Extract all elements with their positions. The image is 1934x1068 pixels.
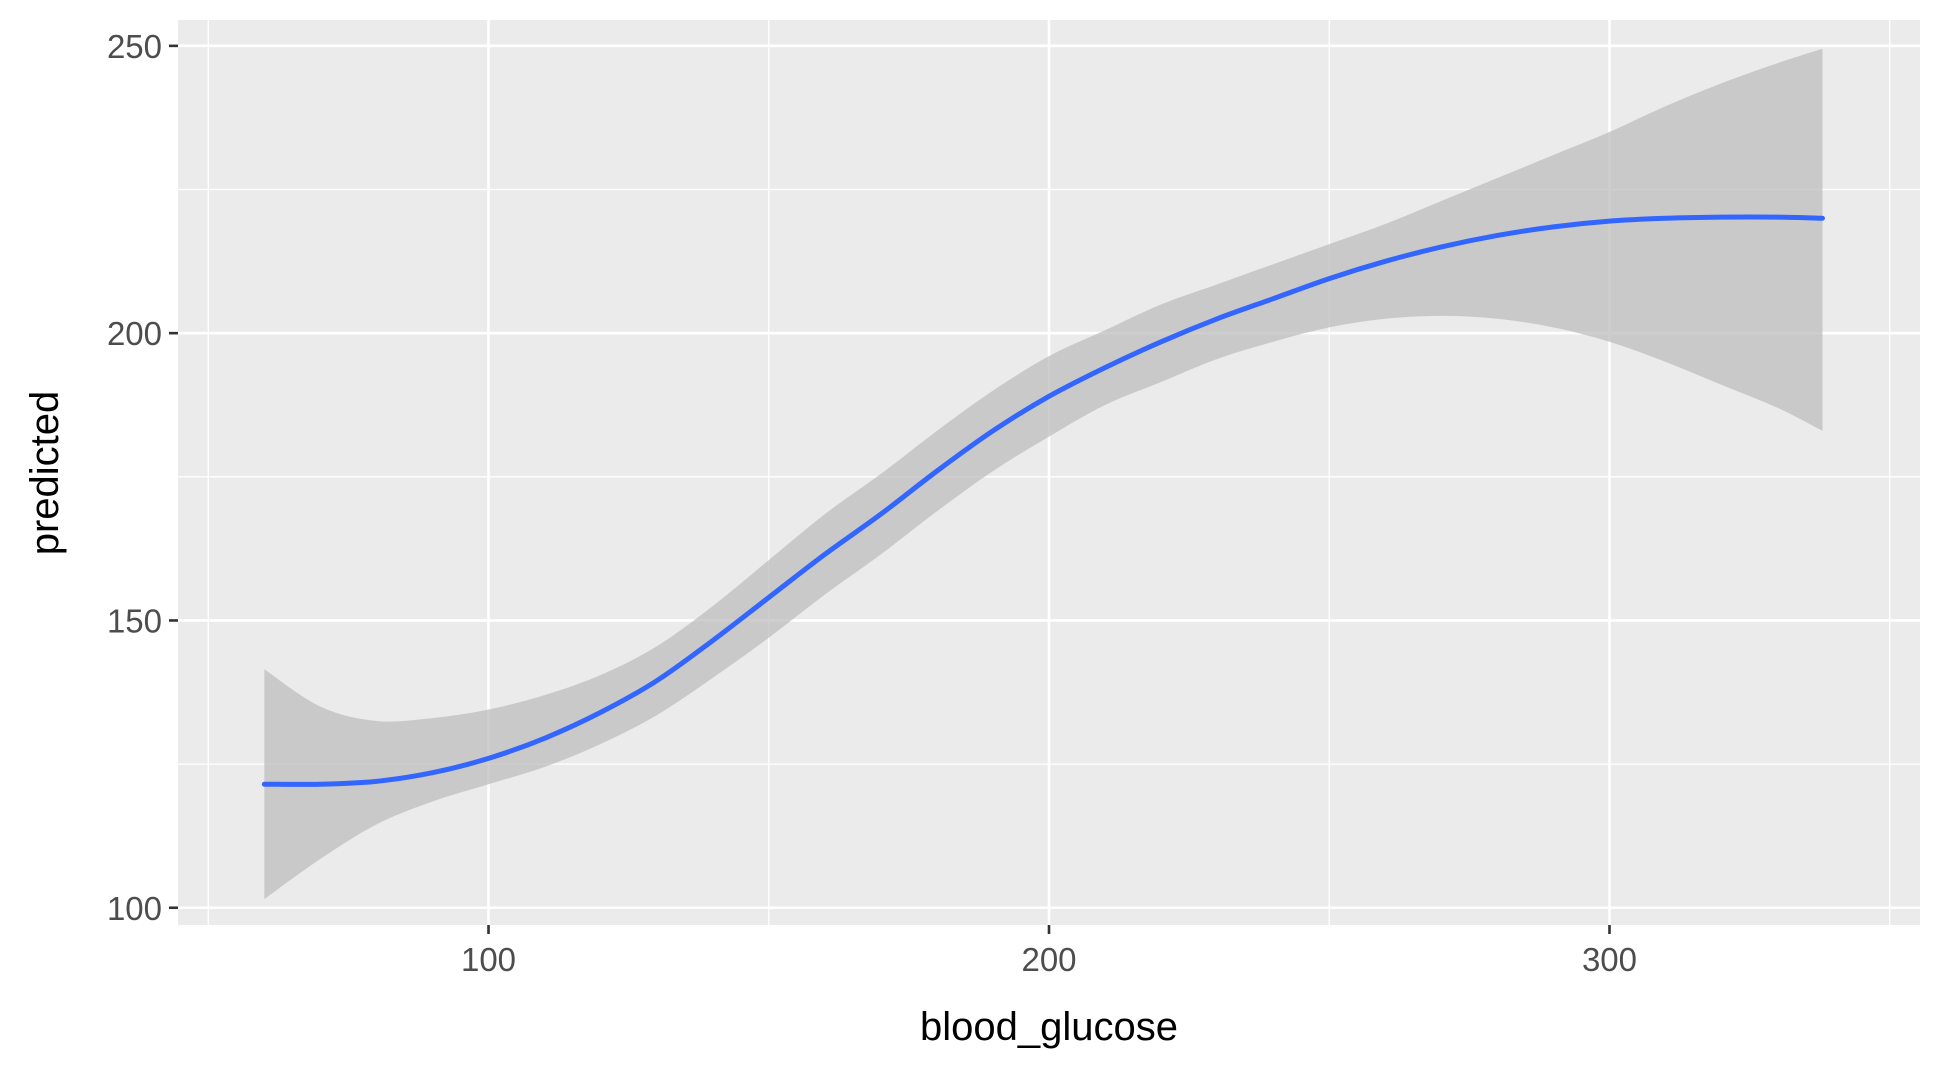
y-tick-label: 200 <box>107 315 162 352</box>
y-tick-label: 100 <box>107 890 162 927</box>
axis-ticks <box>169 44 1611 934</box>
smooth-line <box>261 214 1825 787</box>
x-tick-label: 300 <box>1582 941 1637 978</box>
x-tick-label: 200 <box>1021 941 1076 978</box>
y-axis-title: predicted <box>23 391 67 556</box>
confidence-ribbon <box>264 48 1823 900</box>
y-tick-label: 150 <box>107 602 162 639</box>
x-axis-title: blood_glucose <box>920 1005 1178 1049</box>
y-tick-label: 250 <box>107 28 162 65</box>
tick-labels: 100 200 300 100 150 200 250 <box>107 28 1637 978</box>
x-tick-label: 100 <box>461 941 516 978</box>
major-gridlines <box>178 20 1920 925</box>
